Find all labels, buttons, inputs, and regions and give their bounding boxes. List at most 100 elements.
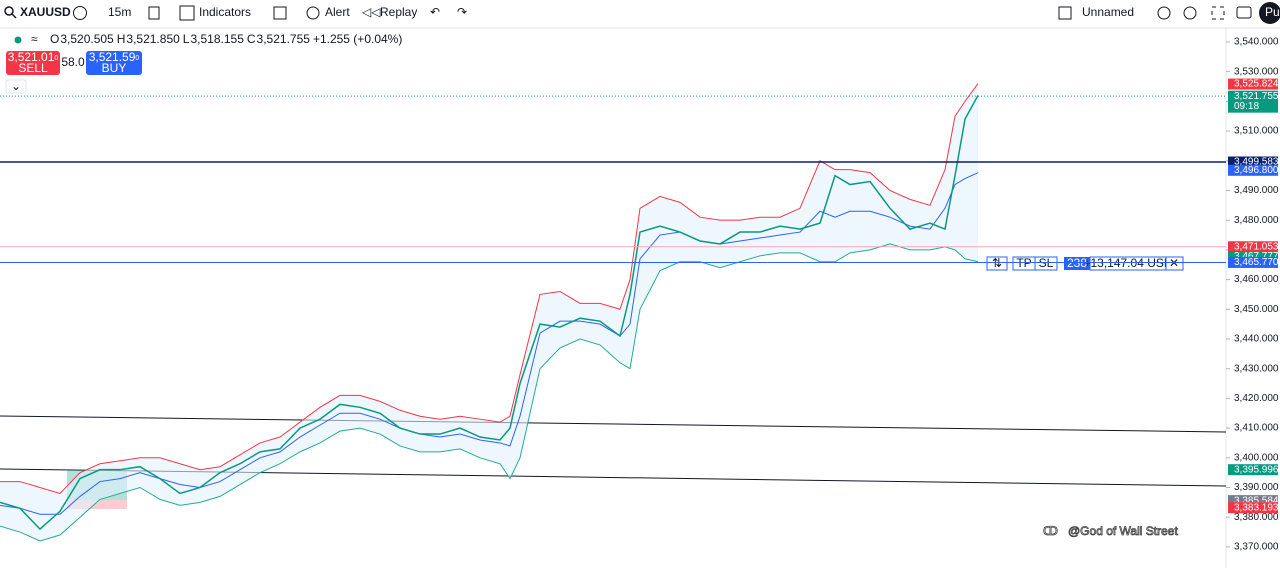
- alert[interactable]: Alert: [325, 5, 350, 19]
- y-tick-label: 3,390.000: [1234, 482, 1279, 493]
- ohlc-text: H: [117, 32, 126, 46]
- ohlc-text: +1.255 (+0.04%): [313, 32, 402, 46]
- y-tick-label: 3,530.000: [1234, 66, 1279, 77]
- search-icon[interactable]: [11, 13, 17, 19]
- quick-search[interactable]: [1157, 6, 1171, 20]
- ohlc-text: 3,521.755: [257, 32, 311, 46]
- y-tick-label: 3,460.000: [1234, 274, 1279, 285]
- price-label: 3,385.584: [1234, 495, 1279, 506]
- ohlc-icon: ≈: [31, 32, 38, 46]
- price-label: 3,521.755: [1234, 91, 1279, 102]
- replay[interactable]: Replay: [380, 5, 417, 19]
- y-tick-label: 3,370.000: [1234, 542, 1279, 553]
- buy-price: 3,521.59: [89, 50, 136, 64]
- sell-price: 3,521.01: [8, 50, 55, 64]
- price-label-box: [1228, 495, 1278, 507]
- avatar[interactable]: [1259, 2, 1280, 24]
- countdown: 09:18: [1234, 101, 1259, 112]
- collapse-button[interactable]: [5, 79, 27, 94]
- layouts[interactable]: [273, 6, 287, 20]
- price-label: 3,525.824: [1234, 79, 1279, 90]
- redo[interactable]: ↷: [457, 5, 467, 19]
- y-tick-label: 3,440.000: [1234, 334, 1279, 345]
- settings[interactable]: [1183, 6, 1197, 20]
- y-tick-label: 3,510.000: [1234, 126, 1279, 137]
- ohlc-legend: O 3,520.505 H 3,521.850 L 3,518.155 C 3,521.755…: [50, 32, 402, 46]
- sell-price[interactable]: 3,521.010: [8, 50, 59, 64]
- buy-price-tail: 0: [135, 55, 139, 62]
- replay-icon[interactable]: ◁◁: [362, 5, 381, 19]
- price-line: [0, 95, 979, 531]
- y-tick-label: 3,540.000: [1234, 37, 1279, 48]
- position-qty-toggle[interactable]: [986, 256, 1008, 271]
- close-icon[interactable]: ✕: [1169, 256, 1179, 270]
- price-label-box: [1228, 78, 1278, 90]
- tp[interactable]: TP: [1016, 256, 1031, 270]
- sl[interactable]: SL: [1039, 256, 1054, 270]
- price-label: 3,499.583: [1234, 157, 1279, 168]
- band-fill: [0, 83, 978, 541]
- toolbar: [0, 0, 1280, 28]
- snapshot[interactable]: [1236, 6, 1252, 19]
- add-symbol[interactable]: [73, 6, 87, 20]
- layout-name[interactable]: Unnamed: [1082, 5, 1134, 19]
- trend-line: [0, 415, 1227, 433]
- sl-button[interactable]: [1034, 256, 1058, 271]
- price-label-box: [1228, 464, 1278, 476]
- chart-type[interactable]: [148, 6, 160, 20]
- price-label-box: [1228, 164, 1278, 176]
- fullscreen[interactable]: [1211, 6, 1225, 20]
- price-label: 3,395.996: [1234, 464, 1279, 475]
- price-label-box: [1228, 241, 1278, 253]
- y-tick-label: 3,420.000: [1234, 393, 1279, 404]
- undo[interactable]: ↶: [430, 5, 440, 19]
- y-tick-label: 3,480.000: [1234, 215, 1279, 226]
- band-line: [0, 83, 979, 495]
- y-tick-label: 3,490.000: [1234, 185, 1279, 196]
- ohlc-text: 3,521.850: [126, 32, 180, 46]
- market-status: [14, 36, 22, 44]
- search-icon[interactable]: [4, 6, 14, 16]
- buy-button[interactable]: [86, 51, 142, 75]
- buy-label[interactable]: BUY: [102, 61, 127, 75]
- price-label-box: [1228, 250, 1278, 262]
- ohlc-text: 3,520.505: [60, 32, 114, 46]
- price-label: 3,465.770: [1234, 257, 1279, 268]
- layout-checkbox[interactable]: [1058, 6, 1072, 20]
- ohlc-text: C: [247, 32, 256, 46]
- interval[interactable]: 15m: [108, 5, 131, 19]
- collapse-icon[interactable]: ⌄: [11, 79, 21, 93]
- position-icon[interactable]: ⇅: [992, 256, 1002, 270]
- user[interactable]: Pu: [1265, 5, 1280, 19]
- plot-area: [0, 83, 1227, 542]
- price-label-box: [1228, 502, 1278, 514]
- price-label: 3,467.777: [1234, 251, 1279, 262]
- band-line: [0, 243, 979, 542]
- y-tick-label: 3,400.000: [1234, 452, 1279, 463]
- watermark-icon: ↀ: [1043, 524, 1058, 538]
- indicators-icon[interactable]: [179, 5, 195, 21]
- sell-button[interactable]: [6, 51, 60, 75]
- position-pnl: +13,147.04 USD: [1083, 256, 1172, 270]
- spread: 58.0: [61, 55, 85, 69]
- sell-label[interactable]: SELL: [18, 61, 48, 75]
- alert-icon[interactable]: [306, 6, 320, 20]
- price-label: 3,471.053: [1234, 241, 1279, 252]
- indicators[interactable]: Indicators: [199, 5, 251, 19]
- price-label-box: [1228, 90, 1278, 113]
- ohlc-text: L: [183, 32, 190, 46]
- price-label-box: [1228, 156, 1278, 168]
- price-label: 3,383.193: [1234, 502, 1279, 513]
- y-tick-label: 3,410.000: [1234, 423, 1279, 434]
- price-label-box: [1228, 256, 1278, 268]
- y-tick-label: 3,450.000: [1234, 304, 1279, 315]
- band-line: [0, 172, 979, 515]
- symbol[interactable]: XAUUSD: [20, 5, 71, 19]
- watermark: @God of Wall Street: [1068, 524, 1178, 538]
- y-tick-label: 3,380.000: [1234, 512, 1279, 523]
- y-tick-label: 3,430.000: [1234, 363, 1279, 374]
- buy-price[interactable]: 3,521.590: [89, 50, 140, 64]
- close-position[interactable]: [1165, 256, 1184, 271]
